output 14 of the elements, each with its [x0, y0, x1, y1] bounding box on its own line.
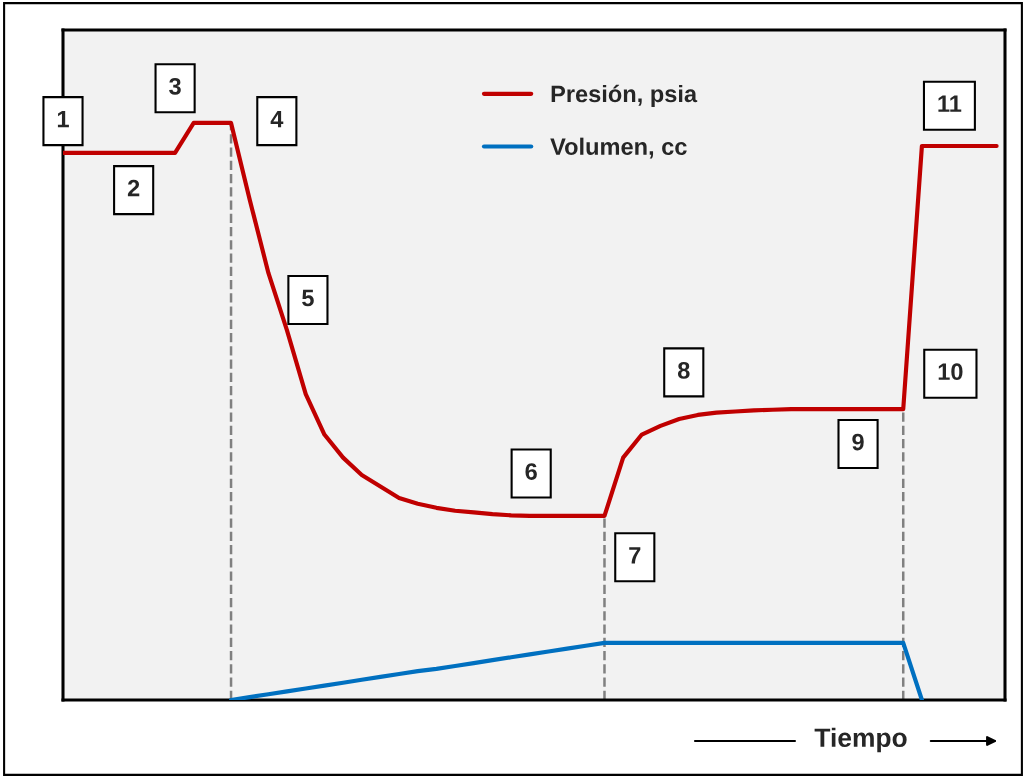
x-axis-title: Tiempo [814, 727, 907, 753]
annotation: 7 [629, 547, 641, 564]
annotation: 8 [677, 361, 690, 379]
annotation: 10 [938, 363, 963, 381]
text: 11 [938, 95, 962, 112]
legend-label: Presión, psia [551, 84, 698, 107]
annotation: 6 [525, 463, 537, 480]
annotation: 2 [127, 179, 140, 197]
text: 3 [169, 77, 181, 95]
annotation: 5 [302, 289, 314, 307]
annotation: 9 [852, 433, 864, 451]
annotation: 1 [57, 110, 69, 128]
legend-label: Volumen, cc [550, 137, 687, 159]
annotation: 4 [270, 110, 284, 128]
